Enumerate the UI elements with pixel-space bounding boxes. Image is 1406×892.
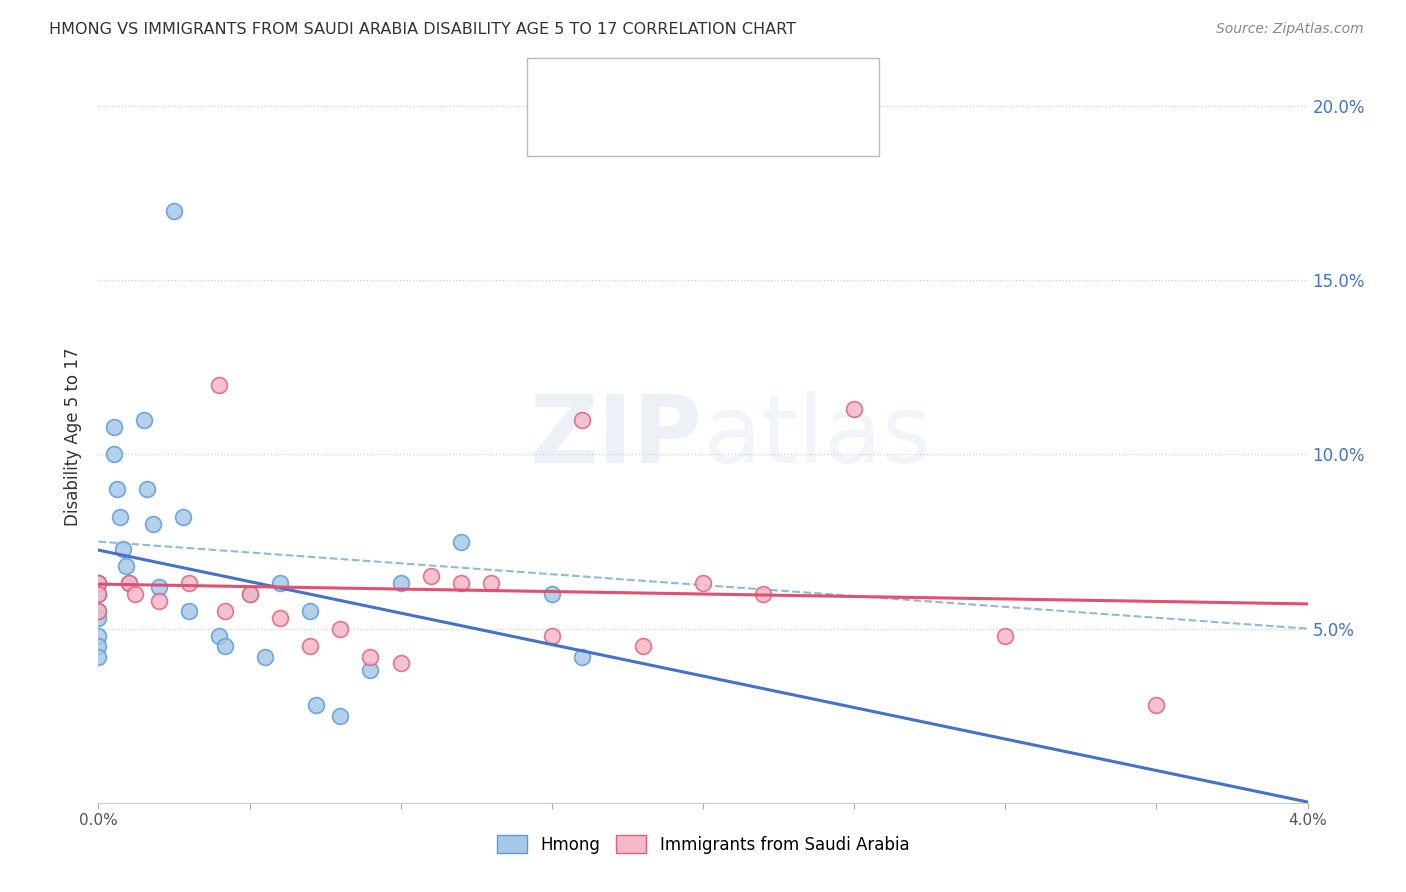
Point [118,576,141,591]
Text: Source: ZipAtlas.com: Source: ZipAtlas.com [1216,22,1364,37]
Point [142,517,165,532]
Point [994,629,1017,643]
Text: N =: N = [671,81,723,99]
Point [103,419,125,434]
Point [148,594,170,608]
Point [87,639,110,653]
Point [118,576,141,591]
Point [269,576,291,591]
Point [87,604,110,618]
Point [87,604,110,618]
Point [389,657,412,671]
Point [481,576,503,591]
Point [87,576,110,591]
Point [571,412,593,426]
Point [360,649,382,664]
Point [540,587,562,601]
Text: N =: N = [671,118,723,136]
Point [87,629,110,643]
Text: R =: R = [582,118,621,136]
Point [571,649,593,664]
Point [844,402,866,417]
Point [111,541,134,556]
Point [208,377,231,392]
Point [87,587,110,601]
Point [752,587,775,601]
Point [214,604,236,618]
Text: R =: R = [582,81,621,99]
Point [105,483,128,497]
Point [239,587,262,601]
Point [87,649,110,664]
Point [329,708,352,723]
Point [239,587,262,601]
Text: 35: 35 [706,81,731,99]
Text: HMONG VS IMMIGRANTS FROM SAUDI ARABIA DISABILITY AGE 5 TO 17 CORRELATION CHART: HMONG VS IMMIGRANTS FROM SAUDI ARABIA DI… [49,22,796,37]
Point [420,569,443,583]
Point [389,576,412,591]
Point [87,576,110,591]
Point [87,587,110,601]
Point [450,576,472,591]
Point [1146,698,1168,713]
Legend: Hmong, Immigrants from Saudi Arabia: Hmong, Immigrants from Saudi Arabia [489,829,917,860]
Point [269,611,291,625]
Point [172,510,194,524]
Point [87,576,110,591]
Point [108,510,131,524]
Text: atlas: atlas [703,391,931,483]
Point [450,534,472,549]
Point [87,611,110,625]
Point [124,587,146,601]
Point [148,580,170,594]
Point [135,483,157,497]
Point [299,604,322,618]
Point [360,664,382,678]
Point [329,622,352,636]
Point [540,629,562,643]
Point [132,412,155,426]
Text: 26: 26 [706,118,731,136]
Point [163,203,186,218]
Point [214,639,236,653]
Text: -0.032: -0.032 [624,81,695,99]
Point [114,558,136,573]
Point [692,576,714,591]
Point [253,649,276,664]
Point [299,639,322,653]
Point [103,448,125,462]
Point [179,604,201,618]
Point [631,639,654,653]
Point [208,629,231,643]
Point [305,698,328,713]
Text: ZIP: ZIP [530,391,703,483]
Y-axis label: Disability Age 5 to 17: Disability Age 5 to 17 [65,348,83,526]
Text: 0.025: 0.025 [624,118,693,136]
Point [179,576,201,591]
